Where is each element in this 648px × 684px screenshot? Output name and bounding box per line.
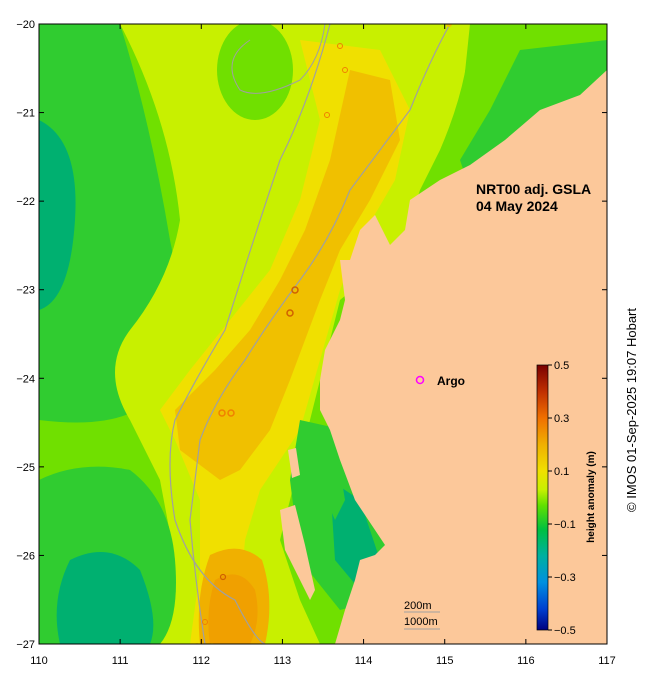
plot-frame <box>38 23 608 645</box>
sea-level-field <box>39 24 607 644</box>
colorbar-tick-label: −0.5 <box>554 625 576 637</box>
title-line1: NRT00 adj. GSLA <box>476 181 591 197</box>
x-tick-label: 114 <box>355 655 373 667</box>
x-tick-label: 113 <box>274 655 292 667</box>
y-tick-label: −26 <box>16 550 35 562</box>
colorbar <box>536 364 549 631</box>
depth-legend-200m: 200m <box>404 600 432 612</box>
y-tick-label: −22 <box>16 196 35 208</box>
argo-legend-label: Argo <box>437 374 465 388</box>
credit: © IMOS 01-Sep-2025 19:07 Hobart <box>624 308 639 512</box>
x-tick-label: 110 <box>30 655 48 667</box>
y-tick-label: −23 <box>16 285 35 297</box>
y-tick-label: −24 <box>16 373 35 385</box>
colorbar-label: height anomaly (m) <box>586 451 597 543</box>
y-axis: −20 −21 −22 −23 −24 −25 −26 −27 <box>16 19 607 651</box>
y-tick-label: −27 <box>16 639 35 651</box>
x-axis: 110 111 112 113 114 115 116 117 <box>30 24 616 667</box>
colorbar-tick-label: 0.1 <box>554 466 569 478</box>
colorbar-tick-label: 0.3 <box>554 413 569 425</box>
colorbar-ticks: 0.5 0.3 0.1 −0.1 −0.3 −0.5 <box>548 360 576 637</box>
y-tick-label: −20 <box>16 19 35 31</box>
x-tick-label: 117 <box>598 655 616 667</box>
x-tick-label: 116 <box>517 655 535 667</box>
colorbar-tick-label: −0.3 <box>554 572 576 584</box>
x-tick-label: 115 <box>436 655 454 667</box>
y-tick-label: −21 <box>16 108 35 120</box>
x-tick-label: 112 <box>193 655 211 667</box>
x-tick-label: 111 <box>112 655 129 667</box>
argo-legend-marker <box>415 375 425 385</box>
colorbar-tick-label: −0.1 <box>554 519 576 531</box>
y-tick-label: −25 <box>16 462 35 474</box>
depth-legend-1000m: 1000m <box>404 616 438 628</box>
title-line2: 04 May 2024 <box>476 198 558 214</box>
colorbar-tick-label: 0.5 <box>554 360 569 372</box>
